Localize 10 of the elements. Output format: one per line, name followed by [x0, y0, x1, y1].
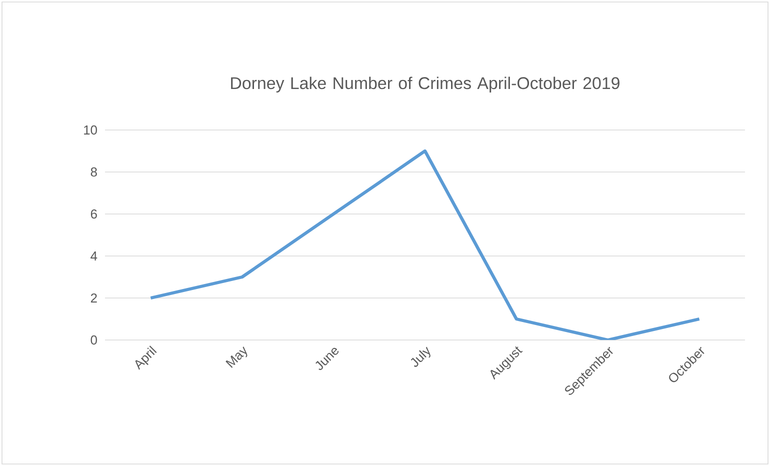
- y-tick-label: 6: [90, 209, 97, 219]
- x-tick-label: July: [410, 346, 430, 367]
- y-tick-label: 0: [90, 335, 97, 345]
- y-tick-label: 2: [90, 293, 97, 303]
- y-tick-label: 10: [84, 125, 97, 135]
- x-tick-label: May: [226, 346, 248, 368]
- chart-title: Dorney Lake Number of Crimes April-October 2019: [231, 76, 620, 92]
- line-series: [149, 149, 701, 340]
- y-tick-label: 4: [90, 252, 98, 260]
- y-tick-label: 8: [90, 167, 97, 177]
